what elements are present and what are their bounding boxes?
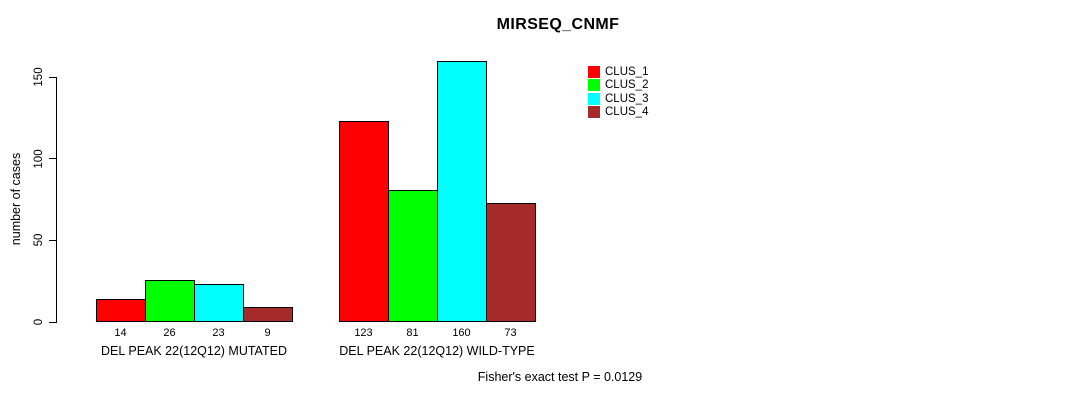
y-axis-tick-label: 150 bbox=[33, 67, 45, 87]
y-axis-tick bbox=[49, 158, 56, 160]
legend-label-clus_3: CLUS_3 bbox=[605, 92, 649, 105]
bar-value-label: 14 bbox=[114, 327, 127, 339]
y-axis-line bbox=[56, 77, 57, 323]
bar-clus_1-group2 bbox=[339, 121, 389, 322]
chart-title: MIRSEQ_CNMF bbox=[496, 16, 620, 33]
bar-value-label: 23 bbox=[212, 327, 225, 339]
legend-label-clus_1: CLUS_1 bbox=[605, 66, 649, 78]
legend-swatch-clus_4 bbox=[588, 106, 600, 119]
bar-clus_3-group2 bbox=[437, 61, 487, 322]
y-axis-tick-label: 50 bbox=[33, 233, 45, 247]
legend-swatch-clus_2 bbox=[588, 79, 600, 92]
category-label: DEL PEAK 22(12Q12) WILD-TYPE bbox=[339, 344, 535, 358]
legend-label-clus_2: CLUS_2 bbox=[605, 79, 649, 92]
legend-swatch-clus_1 bbox=[588, 66, 600, 78]
bar-clus_4-group1 bbox=[243, 307, 293, 322]
y-axis-tick bbox=[49, 76, 56, 78]
y-axis-tick bbox=[49, 239, 56, 241]
y-axis-tick-label: 100 bbox=[33, 149, 45, 169]
bar-clus_2-group1 bbox=[145, 280, 195, 322]
bar-value-label: 160 bbox=[452, 327, 471, 339]
bar-clus_2-group2 bbox=[388, 190, 438, 322]
bar-clus_3-group1 bbox=[194, 284, 244, 322]
bar-value-label: 73 bbox=[504, 327, 517, 339]
y-axis-tick-label: 0 bbox=[33, 318, 45, 326]
bar-value-label: 123 bbox=[354, 327, 373, 339]
legend-swatch-clus_3 bbox=[588, 92, 600, 105]
category-label: DEL PEAK 22(12Q12) MUTATED bbox=[101, 344, 287, 358]
fisher-test-annotation: Fisher's exact test P = 0.0129 bbox=[477, 370, 643, 384]
bar-value-label: 9 bbox=[264, 327, 271, 339]
y-axis-label: number of cases bbox=[9, 152, 23, 246]
bar-value-label: 81 bbox=[406, 327, 419, 339]
bar-clus_4-group2 bbox=[486, 203, 536, 322]
bar-clus_1-group1 bbox=[96, 299, 146, 322]
legend-label-clus_4: CLUS_4 bbox=[605, 106, 649, 119]
y-axis-tick bbox=[49, 321, 56, 323]
bar-value-label: 26 bbox=[163, 327, 176, 339]
